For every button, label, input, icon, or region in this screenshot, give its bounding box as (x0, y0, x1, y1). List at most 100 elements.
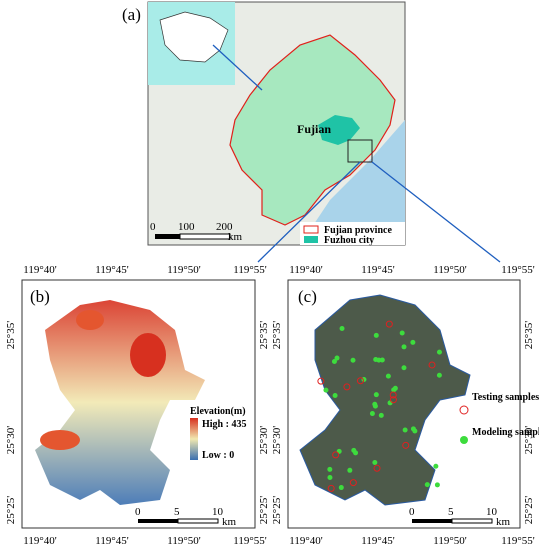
legend-swatch (304, 236, 318, 243)
modeling-point (350, 357, 356, 363)
fuzhou-city (318, 115, 360, 145)
satellite-map (299, 294, 471, 506)
modeling-point (424, 482, 430, 488)
leader-line (212, 44, 263, 91)
modeling-point (351, 447, 357, 453)
legend-box (300, 222, 405, 245)
testing-point (389, 391, 397, 399)
scale-label: 100 (178, 221, 195, 233)
scale-unit: km (228, 231, 243, 243)
modeling-point (323, 387, 329, 393)
lat-label: 25°35' (258, 321, 270, 349)
leader-line (371, 161, 501, 263)
legend-label: Testing samples (472, 392, 539, 403)
modeling-point (433, 463, 439, 469)
lat-label: 25°35' (5, 321, 17, 349)
highland (130, 333, 166, 377)
modeling-point (331, 358, 337, 364)
scale-label: 0 (409, 506, 415, 518)
scale-unit: km (222, 516, 237, 528)
scale-bar (177, 518, 219, 524)
scale-label: 10 (486, 506, 498, 518)
lon-label: 119°45' (95, 264, 128, 276)
modeling-symbol (460, 436, 468, 444)
panel-label: (c) (298, 287, 317, 306)
lon-label: 119°45' (95, 535, 128, 547)
lon-label: 119°50' (433, 535, 466, 547)
modeling-point (376, 357, 382, 363)
scale-label: 200 (216, 221, 233, 233)
modeling-point (327, 474, 333, 480)
panel-label: (b) (30, 287, 50, 306)
modeling-point (402, 427, 408, 433)
testing-point (402, 441, 410, 449)
legend-label: Fuzhou city (324, 235, 374, 246)
testing-point (349, 479, 357, 487)
sea (300, 120, 405, 245)
modeling-point (373, 332, 379, 338)
lat-label: 25°35' (523, 321, 535, 349)
testing-point (327, 484, 335, 492)
panel-a: (a) Fujian Fujian province Fuzhou city 0… (122, 1, 501, 263)
scale-label: 0 (150, 221, 156, 233)
testing-point (356, 377, 364, 385)
lon-label: 119°40' (289, 264, 322, 276)
highland (40, 430, 80, 450)
lon-label: 119°50' (167, 264, 200, 276)
scale-bar (138, 519, 178, 523)
lon-label: 119°55' (501, 264, 534, 276)
scale-bar (179, 233, 231, 240)
lat-label: 25°30' (523, 426, 535, 454)
modeling-point (332, 393, 338, 399)
modeling-point (378, 412, 384, 418)
panel-label: (a) (122, 5, 141, 24)
modeling-point (385, 373, 391, 379)
modeling-point (339, 326, 345, 332)
lat-label: 25°25' (523, 496, 535, 524)
china-outline (159, 11, 229, 63)
highland (76, 310, 104, 330)
modeling-point (334, 355, 340, 361)
lat-label: 25°30' (258, 426, 270, 454)
modeling-point (347, 467, 353, 473)
lat-label: 25°25' (271, 496, 283, 524)
fujian-province (229, 34, 396, 226)
modeling-point (436, 372, 442, 378)
lon-label: 119°55' (501, 535, 534, 547)
legend-swatch (303, 225, 319, 234)
lon-label: 119°55' (233, 535, 266, 547)
testing-point (332, 451, 340, 459)
modeling-point (327, 466, 333, 472)
panel-b: (b) Elevation(m) High : 435 Low : 0 0 5 … (21, 279, 256, 529)
scale-bar (155, 234, 180, 239)
lat-label: 25°30' (271, 426, 283, 454)
testing-point (343, 383, 351, 391)
lon-label: 119°50' (433, 264, 466, 276)
legend-label: Fujian province (324, 225, 392, 236)
legend-high: High : 435 (202, 419, 246, 430)
modeling-point (410, 339, 416, 345)
province-label: Fujian (297, 122, 331, 136)
modeling-point (372, 460, 378, 466)
modeling-point (369, 411, 375, 417)
sample-points (317, 320, 442, 492)
modeling-point (338, 485, 344, 491)
lat-label: 25°35' (271, 321, 283, 349)
legend-low: Low : 0 (202, 450, 234, 461)
modeling-point (410, 426, 416, 432)
lon-label: 119°55' (233, 264, 266, 276)
testing-point (385, 320, 393, 328)
scale-unit: km (496, 516, 511, 528)
legend-label: Modeling samples (472, 427, 539, 438)
scale-label: 5 (174, 506, 180, 518)
modeling-point (399, 330, 405, 336)
lon-label: 119°40' (289, 535, 322, 547)
modeling-point (436, 349, 442, 355)
scale-bar (451, 518, 493, 524)
modeling-point (336, 448, 342, 454)
modeling-point (401, 344, 407, 350)
modeling-point (372, 401, 378, 407)
modeling-point (401, 365, 407, 371)
scale-label: 0 (135, 506, 141, 518)
